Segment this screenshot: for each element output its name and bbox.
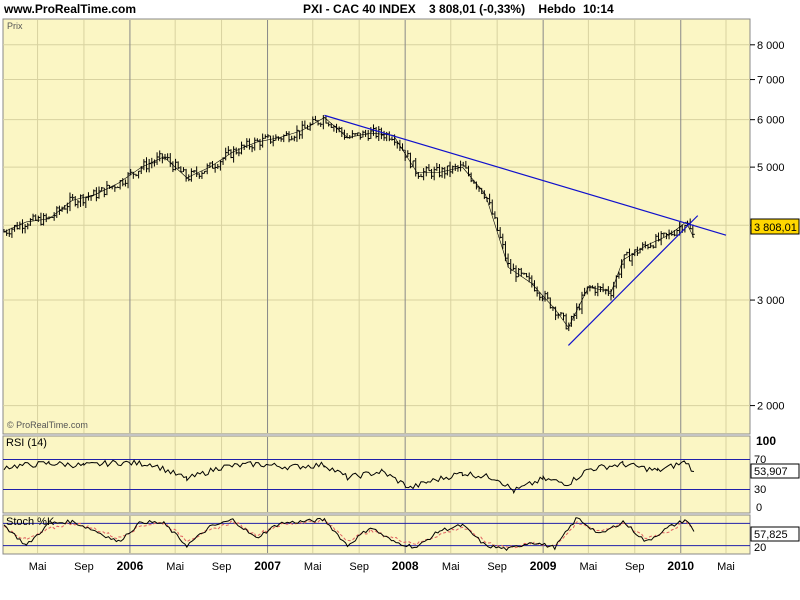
price-tick-label: 2 000 [757, 401, 785, 413]
stoch-value-box [750, 526, 800, 542]
x-tick-label: Mai [29, 561, 47, 573]
price-series [3, 115, 695, 332]
price-panel-label: Prix [7, 21, 23, 31]
x-tick-label: 2009 [530, 559, 557, 573]
x-tick-label: 2007 [254, 559, 281, 573]
last-value-box [750, 218, 800, 235]
trendlines [324, 114, 727, 346]
stoch-k-line [3, 517, 695, 552]
trendline [324, 114, 727, 236]
x-tick-label: Mai [580, 561, 598, 573]
x-tick-label: Sep [349, 561, 369, 573]
instrument-title: PXI - CAC 40 INDEX 3 808,01 (-0,33%) Heb… [303, 2, 576, 16]
x-tick-label: Sep [625, 561, 645, 573]
rsi-scale-bottom: 0 [756, 502, 762, 514]
price-tick-label: 8 000 [757, 40, 785, 52]
site-name: www.ProRealTime.com [4, 2, 137, 16]
rsi-value-label: 53,907 [754, 466, 788, 478]
x-tick-label: 2006 [117, 559, 144, 573]
x-tick-label: Mai [166, 561, 184, 573]
rsi-level-high: 70 [754, 454, 766, 466]
x-tick-label: 2010 [667, 559, 694, 573]
x-tick-label: Mai [717, 561, 735, 573]
stoch-series [3, 517, 695, 552]
price-line [3, 117, 695, 329]
x-tick-label: 2008 [392, 559, 419, 573]
stoch-level-low: 20 [754, 542, 766, 554]
rsi-grid [3, 437, 750, 512]
last-value-label: 3 808,01 [754, 222, 797, 234]
price-tick-label: 7 000 [757, 75, 785, 87]
trendline [567, 215, 699, 346]
x-tick-label: Sep [487, 561, 507, 573]
rsi-series [3, 459, 695, 495]
rsi-line [3, 459, 695, 495]
stoch-d-line [3, 519, 695, 549]
stoch-value-label: 57,825 [754, 529, 788, 541]
watermark: © ProRealTime.com [7, 420, 88, 430]
x-tick-label: Mai [442, 561, 460, 573]
x-axis: Mai Sep 2006 Mai Sep 2007 Mai Sep 2008 Mai Sep 2009… [29, 559, 735, 573]
price-tick-label: 6 000 [757, 115, 785, 127]
price-tick-label: 5 000 [757, 162, 785, 174]
header-time: 10:14 [583, 2, 614, 16]
x-tick-label: Mai [304, 561, 322, 573]
rsi-scale-top: 100 [756, 434, 776, 448]
chart-header: www.ProRealTime.com PXI - CAC 40 INDEX 3… [0, 0, 800, 18]
price-tick-label: 3 000 [757, 295, 785, 307]
x-tick-label: Sep [74, 561, 94, 573]
rsi-level-low: 30 [754, 484, 766, 496]
rsi-panel [2, 435, 751, 514]
rsi-panel-label: RSI (14) [6, 437, 47, 449]
stoch-panel [2, 514, 751, 555]
rsi-value-box [750, 463, 800, 479]
price-grid [3, 20, 750, 433]
price-panel [2, 18, 751, 435]
x-tick-label: Sep [212, 561, 232, 573]
stoch-panel-label: Stoch %K [6, 516, 55, 528]
